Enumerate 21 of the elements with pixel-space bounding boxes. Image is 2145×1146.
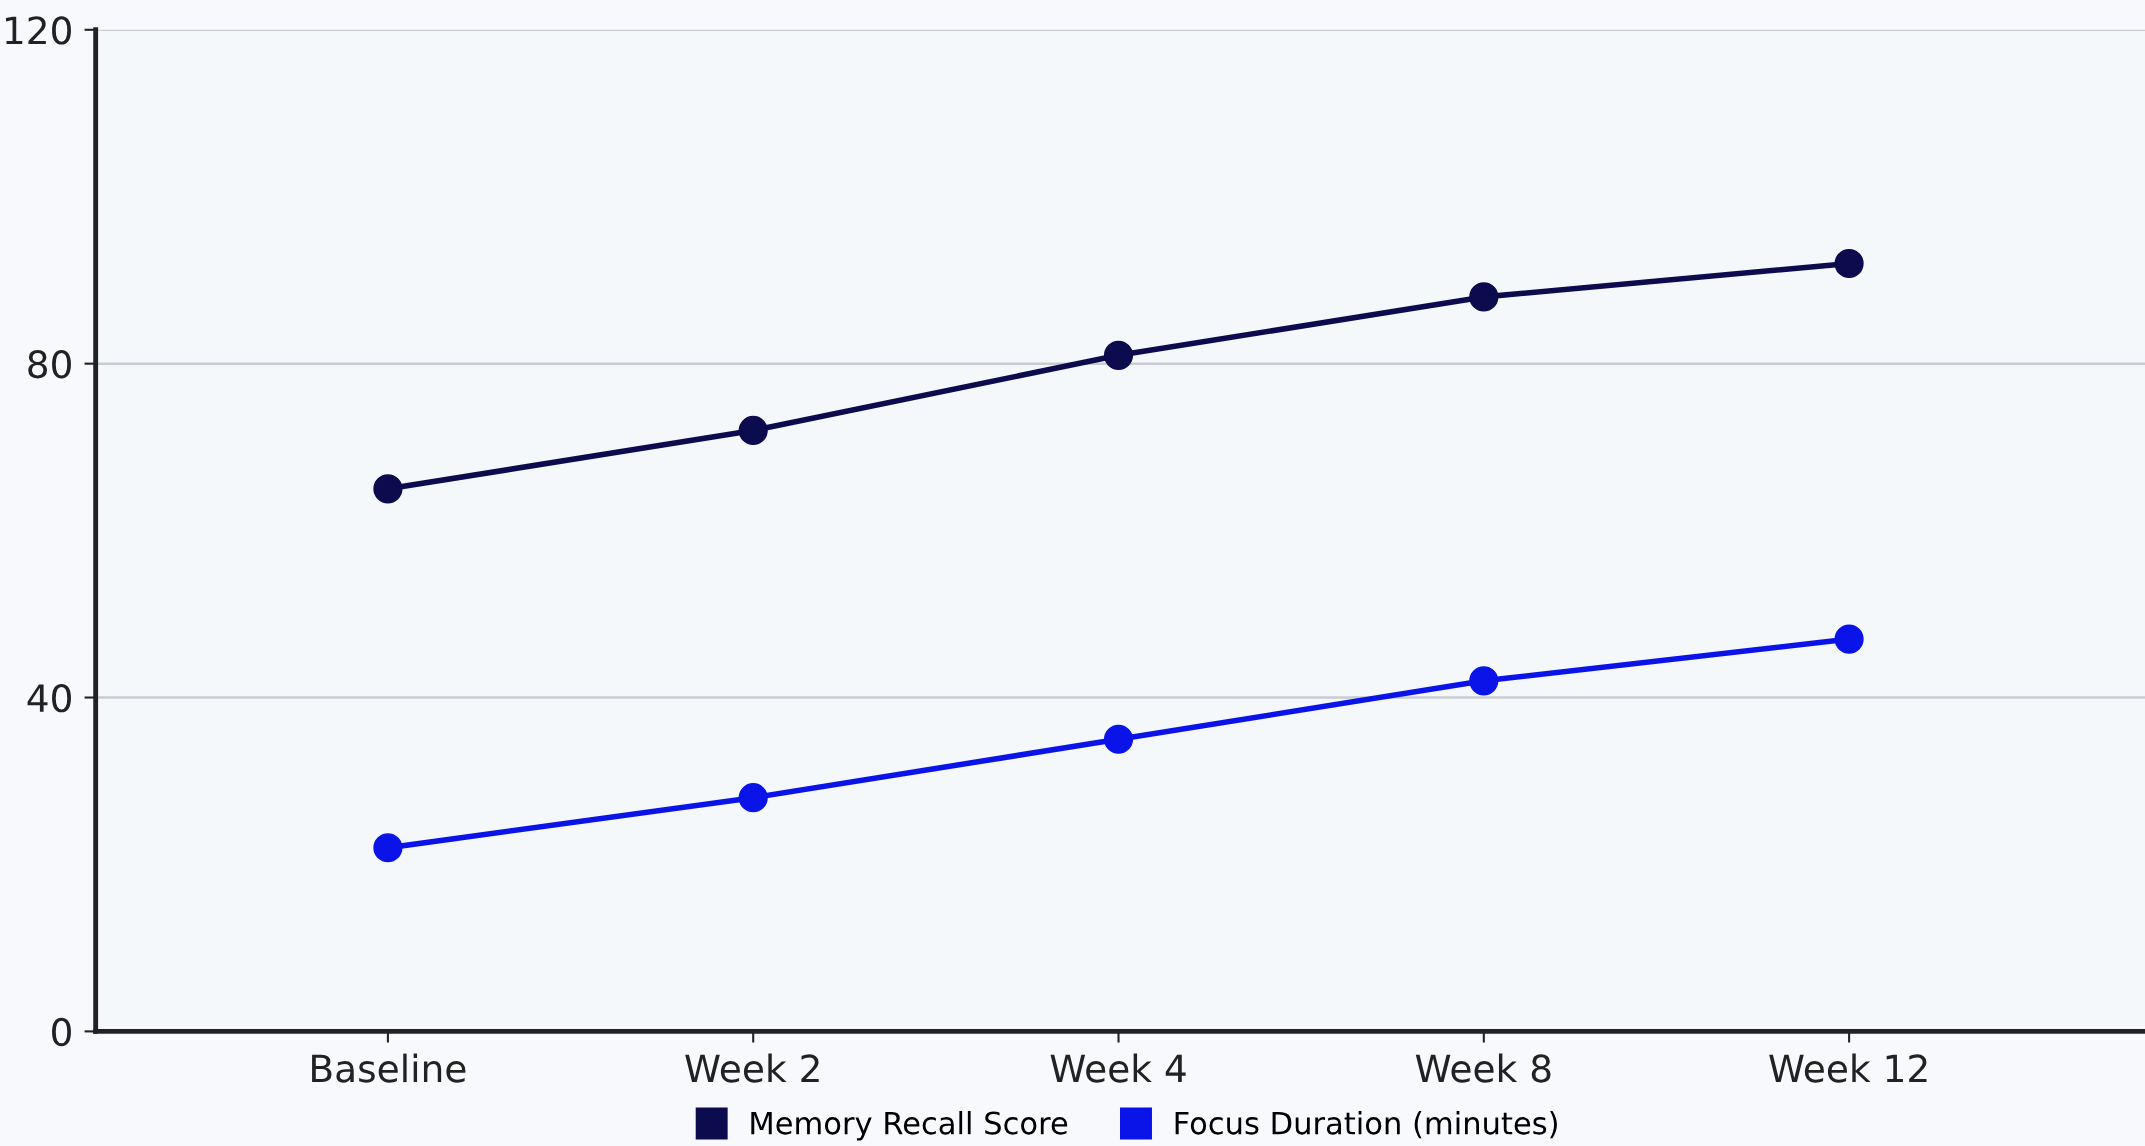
x-tick-label: Week 8 <box>1415 1053 1551 1083</box>
x-tick-label: Baseline <box>312 1053 466 1083</box>
x-tick-label: Week 4 <box>1050 1053 1186 1083</box>
point <box>1469 666 1499 696</box>
point <box>1469 282 1499 312</box>
legend-label: Focus Duration (minutes) <box>1175 1110 1557 1139</box>
point <box>738 783 768 813</box>
y-tick-label: 40 <box>27 683 71 713</box>
x-tick-label: Week 2 <box>685 1053 819 1083</box>
point <box>1103 724 1134 754</box>
y-tick-label: 80 <box>28 350 71 379</box>
legend-label: Memory Recall Score <box>751 1110 1068 1141</box>
point <box>1834 248 1864 279</box>
point <box>738 415 768 446</box>
point <box>373 474 403 504</box>
x-tick-label: Week 12 <box>1769 1053 1927 1083</box>
point <box>1103 340 1134 370</box>
y-tick-label: 0 <box>52 1017 71 1047</box>
point <box>1834 624 1864 654</box>
y-tick-label: 120 <box>5 16 71 45</box>
point <box>373 833 403 863</box>
